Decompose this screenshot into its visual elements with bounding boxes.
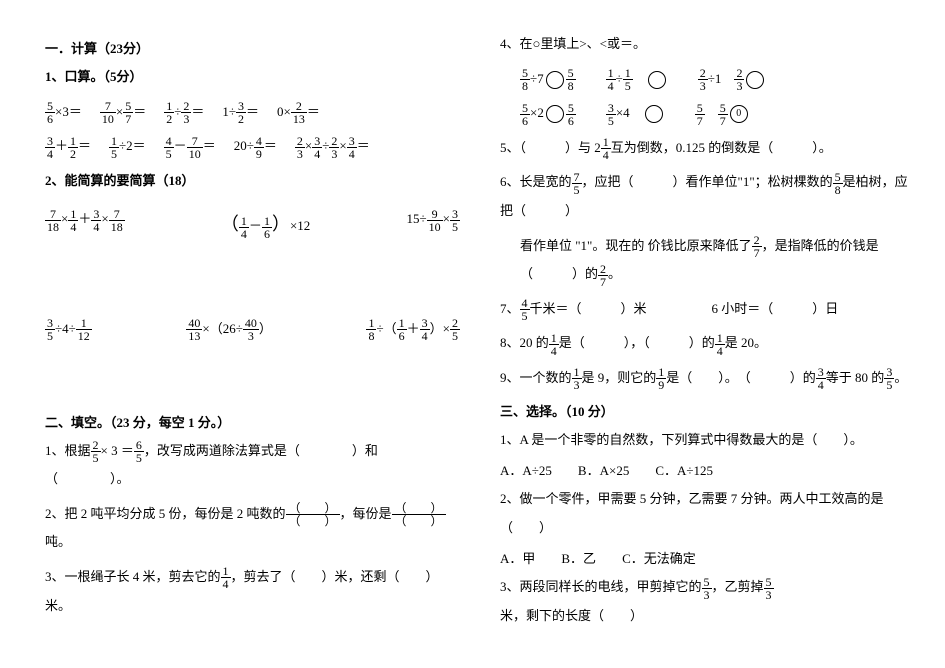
section1-title: 一．计算（23分） (45, 38, 460, 57)
q2-row2: 35÷4÷112 4013×（26÷403） 18÷（16＋34）×25 (45, 315, 460, 344)
s2q4-row2: 56×256 35×4 57 570 (520, 99, 915, 128)
compare-circle-icon (645, 105, 663, 123)
s2q6a: 6、长是宽的75，应把（ ）看作单位"1"；松树棵数的58是柏树，应把（ ） (500, 168, 915, 225)
s2q3: 3、一根绳子长 4 米，剪去它的14，剪去了（ ）米，还剩（ ）米。 (45, 563, 460, 620)
s2q4-title: 4、在○里填上>、<或＝。 (500, 30, 915, 59)
compare-circle-icon (546, 71, 564, 89)
q2-row1: 718×14＋34×718 （14－16）×12 15÷910×35 (45, 205, 460, 245)
q2-title: 2、能简算的要简算（18） (45, 167, 460, 196)
compare-circle-icon (746, 71, 764, 89)
compare-circle-icon (648, 71, 666, 89)
s3q3: 3、两段同样长的电线，甲剪掉它的53，乙剪掉53米，剩下的长度（ ） (500, 573, 915, 630)
s2q5: 5、（ ）与 214互为倒数，0.125 的倒数是（ ）。 (500, 134, 915, 163)
compare-circle-icon (546, 105, 564, 123)
q1-row1: 56×3＝ 710×57＝ 12÷23＝ 1÷32＝ 0×213＝ (45, 98, 460, 127)
s2q6b: 看作单位 "1"。现在的 价钱比原来降低了27，是指降低的价钱是（ ）的27。 (520, 232, 915, 289)
section2-title: 二、填空。（23 分，每空 1 分。） (45, 412, 460, 431)
s3q2: 2、做一个零件，甲需要 5 分钟，乙需要 7 分钟。两人中工效高的是（ ） (500, 485, 915, 542)
s3q1: 1、A 是一个非零的自然数，下列算式中得数最大的是（ ）。 (500, 426, 915, 455)
s3q1-opts: A．A÷25B．A×25C．A÷125 (500, 460, 915, 479)
s2q8: 8、20 的14是（ ），（ ）的14是 20。 (500, 329, 915, 358)
s2q1: 1、根据25× 3 ＝65，改写成两道除法算式是（ ）和（ ）。 (45, 437, 460, 494)
s2q2: 2、把 2 吨平均分成 5 份，每份是 2 吨数的（ ）（ ），每份是（ ）（ … (45, 500, 460, 557)
q1-title: 1、口算。（5分） (45, 63, 460, 92)
s2q4-row1: 58÷758 14÷15 23÷1 23 (520, 65, 915, 94)
s3q2-opts: A．甲B．乙C．无法确定 (500, 548, 915, 567)
s2q7: 7、45千米＝（ ）米 6 小时＝（ ）日 (500, 295, 915, 324)
compare-circle-icon: 0 (730, 105, 748, 123)
s2q9: 9、一个数的13是 9，则它的19是（ ）。 （ ）的34等于 80 的35。 (500, 364, 915, 393)
section3-title: 三、选择。（10 分） (500, 401, 915, 420)
q1-row2: 34＋12＝ 15÷2＝ 45－710＝ 20÷49＝ 23×34÷23×34＝ (45, 132, 460, 161)
